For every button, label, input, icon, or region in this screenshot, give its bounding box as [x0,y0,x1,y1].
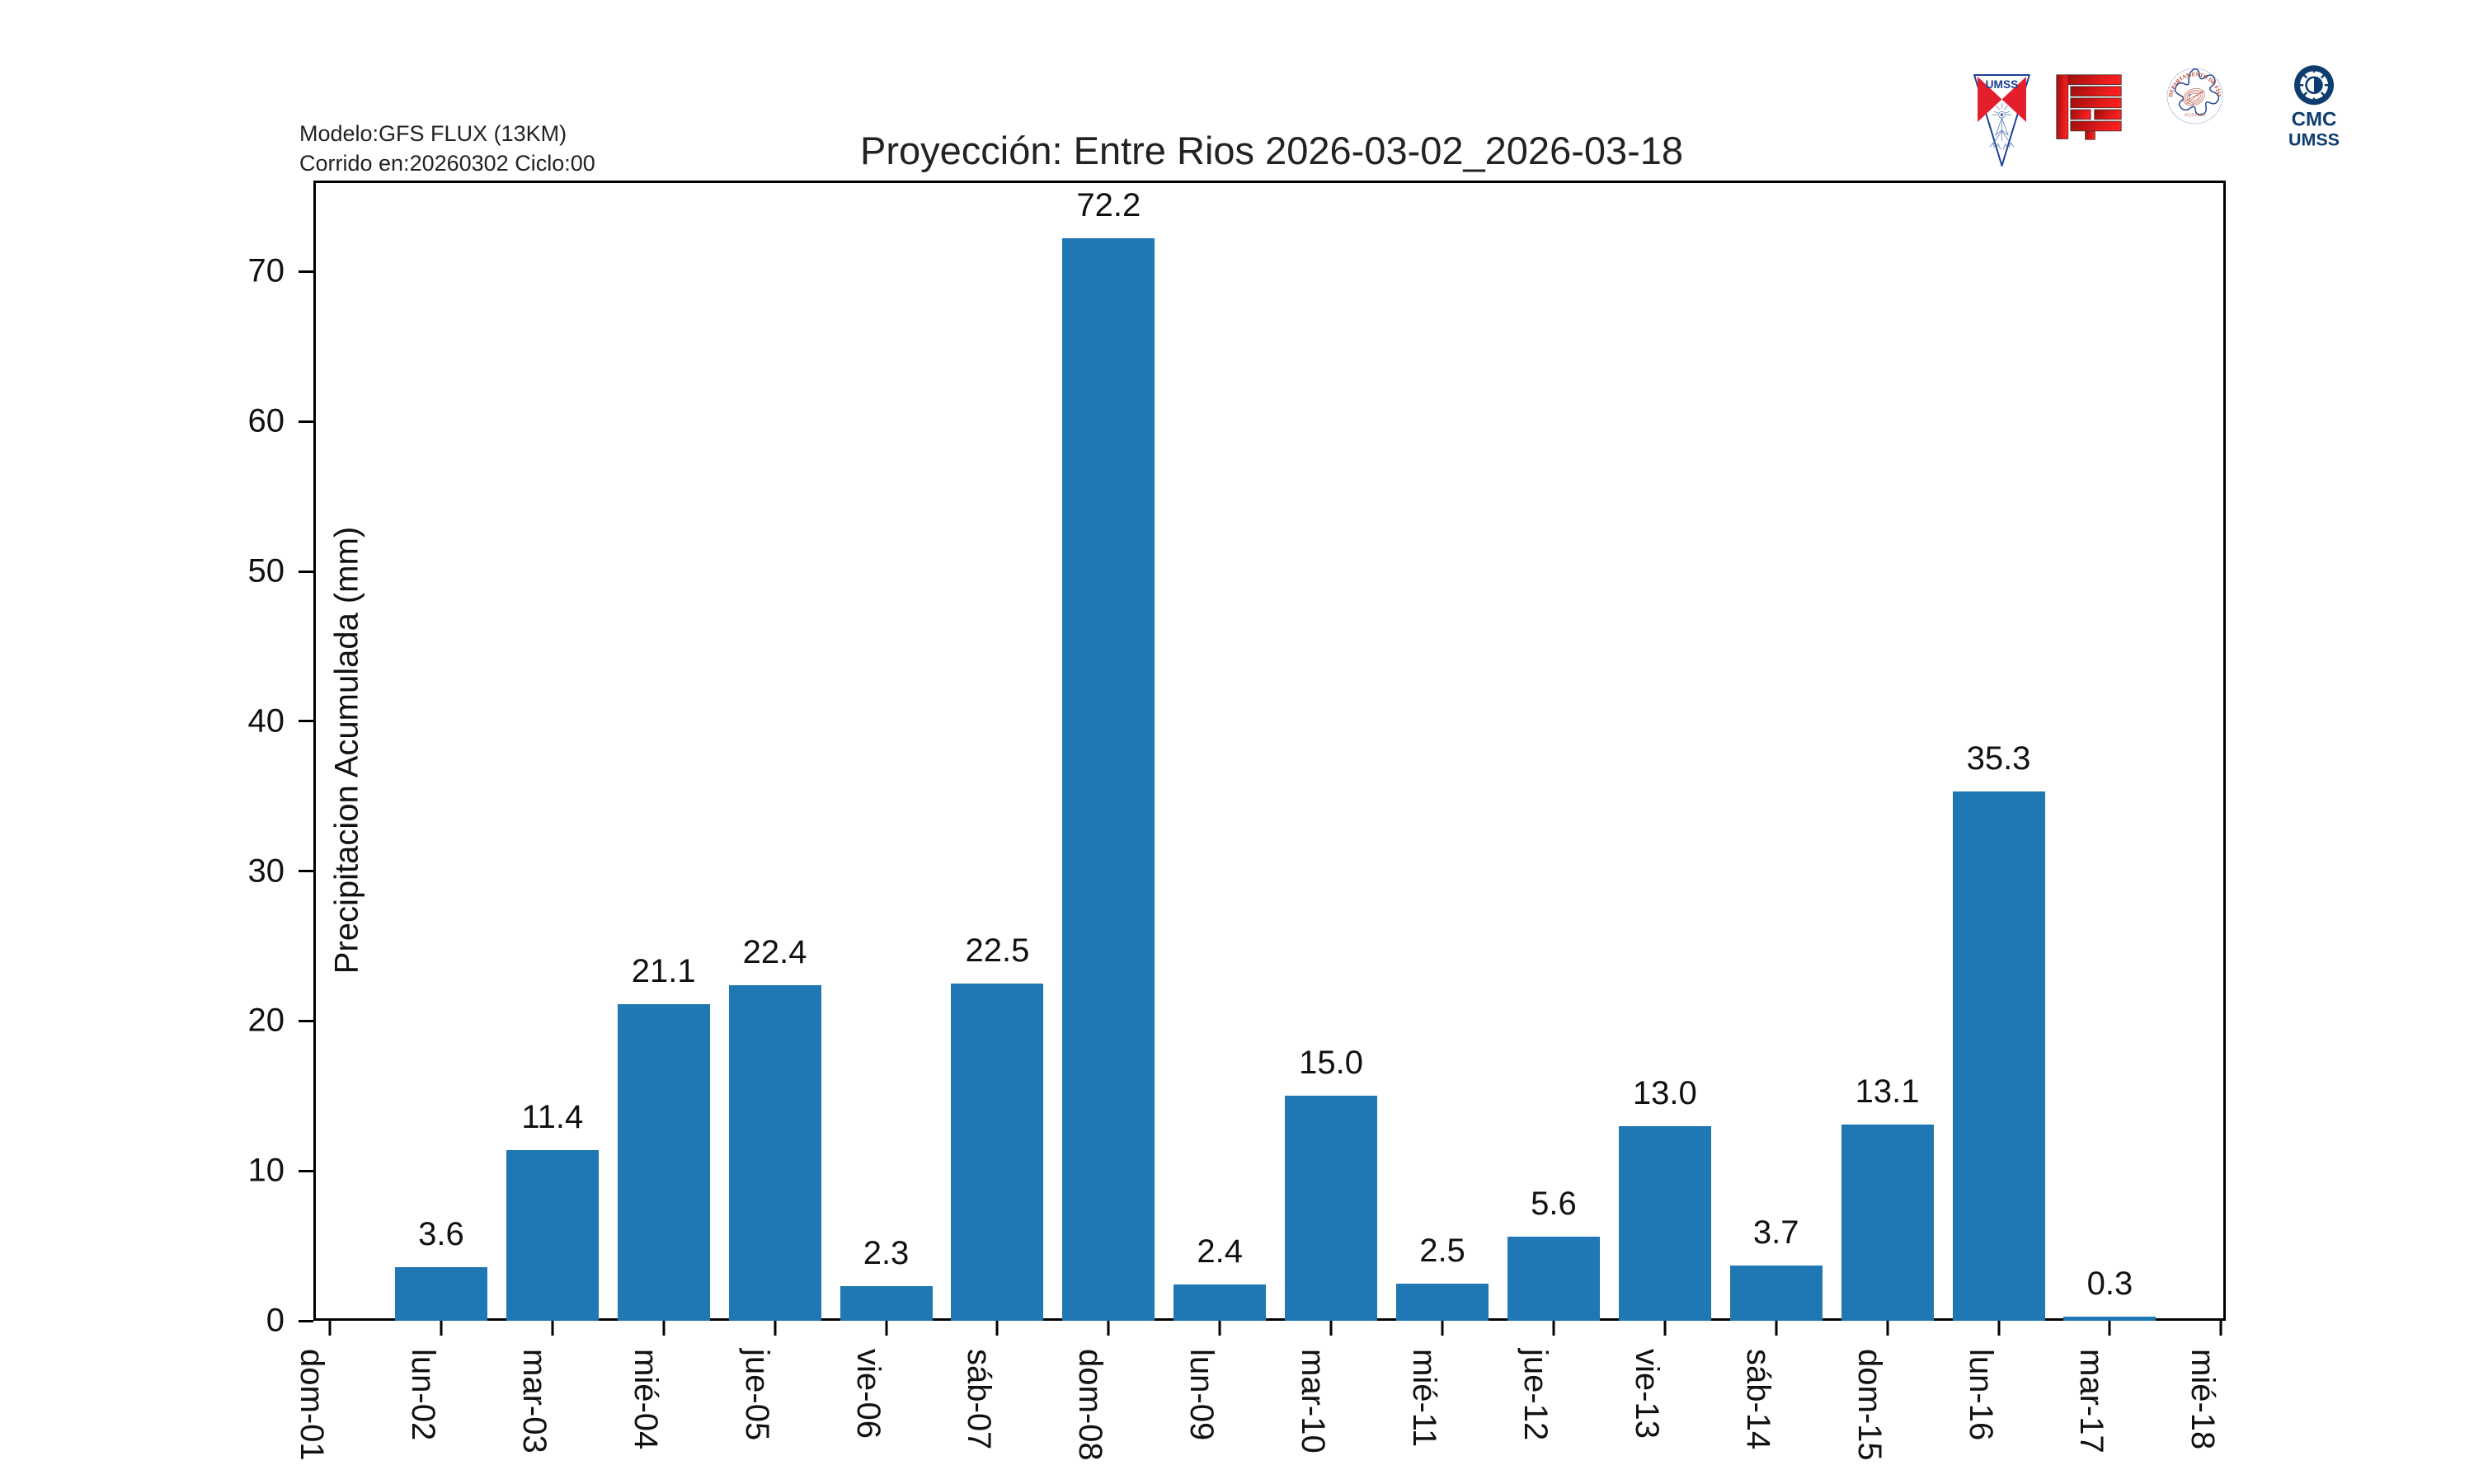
svg-text:DEPARTAMENTO DE FÍSICA: DEPARTAMENTO DE FÍSICA [2165,66,2222,97]
svg-text:UMSS: UMSS [2288,130,2340,150]
svg-text:FCyT-UMSS: FCyT-UMSS [2184,114,2205,118]
svg-text:UMSS: UMSS [1986,78,2019,91]
svg-text:CMC: CMC [2292,109,2337,131]
